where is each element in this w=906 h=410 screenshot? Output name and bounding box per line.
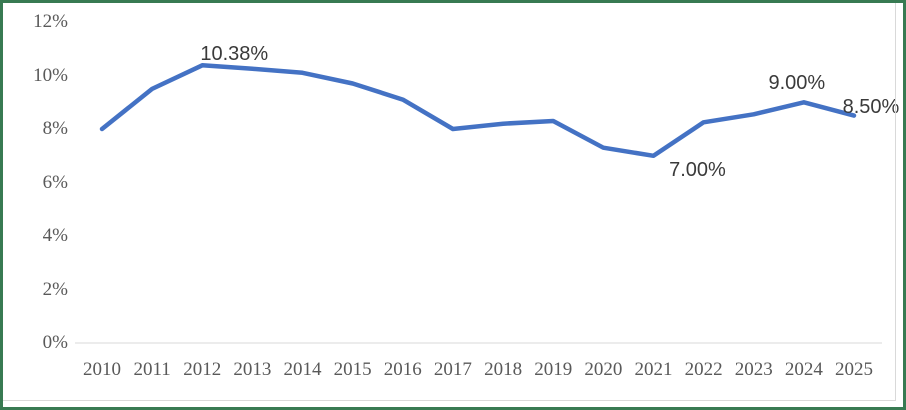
x-tick-label: 2019 — [534, 359, 573, 380]
x-tick-label: 2010 — [83, 359, 121, 380]
x-tick-label: 2024 — [784, 359, 823, 380]
x-tick-label: 2013 — [233, 359, 272, 380]
data-label-2025: 8.50% — [842, 95, 900, 118]
y-tick-label: 2% — [42, 278, 68, 300]
series-line — [99, 63, 857, 159]
y-tick-label: 12% — [33, 11, 68, 32]
x-tick-label: 2015 — [333, 359, 372, 380]
x-tick-label: 2020 — [584, 359, 623, 380]
data-label-2024: 9.00% — [768, 72, 826, 95]
y-tick-label: 0% — [42, 332, 68, 353]
x-tick-label: 2017 — [433, 359, 472, 380]
x-tick-label: 2021 — [634, 359, 673, 380]
y-tick-label: 8% — [42, 118, 68, 139]
y-tick-label: 4% — [42, 225, 68, 246]
x-tick-label: 2016 — [383, 359, 422, 380]
x-tick-label: 2023 — [734, 359, 773, 380]
chart-canvas — [75, 63, 882, 344]
y-tick-label: 10% — [33, 64, 68, 86]
x-tick-label: 2025 — [834, 359, 873, 380]
x-tick-label: 2014 — [283, 359, 322, 380]
y-tick-label: 6% — [42, 171, 68, 193]
x-tick-label: 2022 — [684, 359, 723, 380]
data-label-2012: 10.38% — [200, 43, 269, 66]
line-chart: 12% 10% 8% 6% 4% 2% 0% 2010 2011 2012 2013 2014 201… — [3, 3, 903, 407]
x-tick-label: 2011 — [133, 359, 171, 380]
x-tick-label: 2018 — [484, 359, 523, 380]
data-label-2021: 7.00% — [669, 158, 726, 181]
x-tick-label: 2012 — [183, 359, 222, 380]
